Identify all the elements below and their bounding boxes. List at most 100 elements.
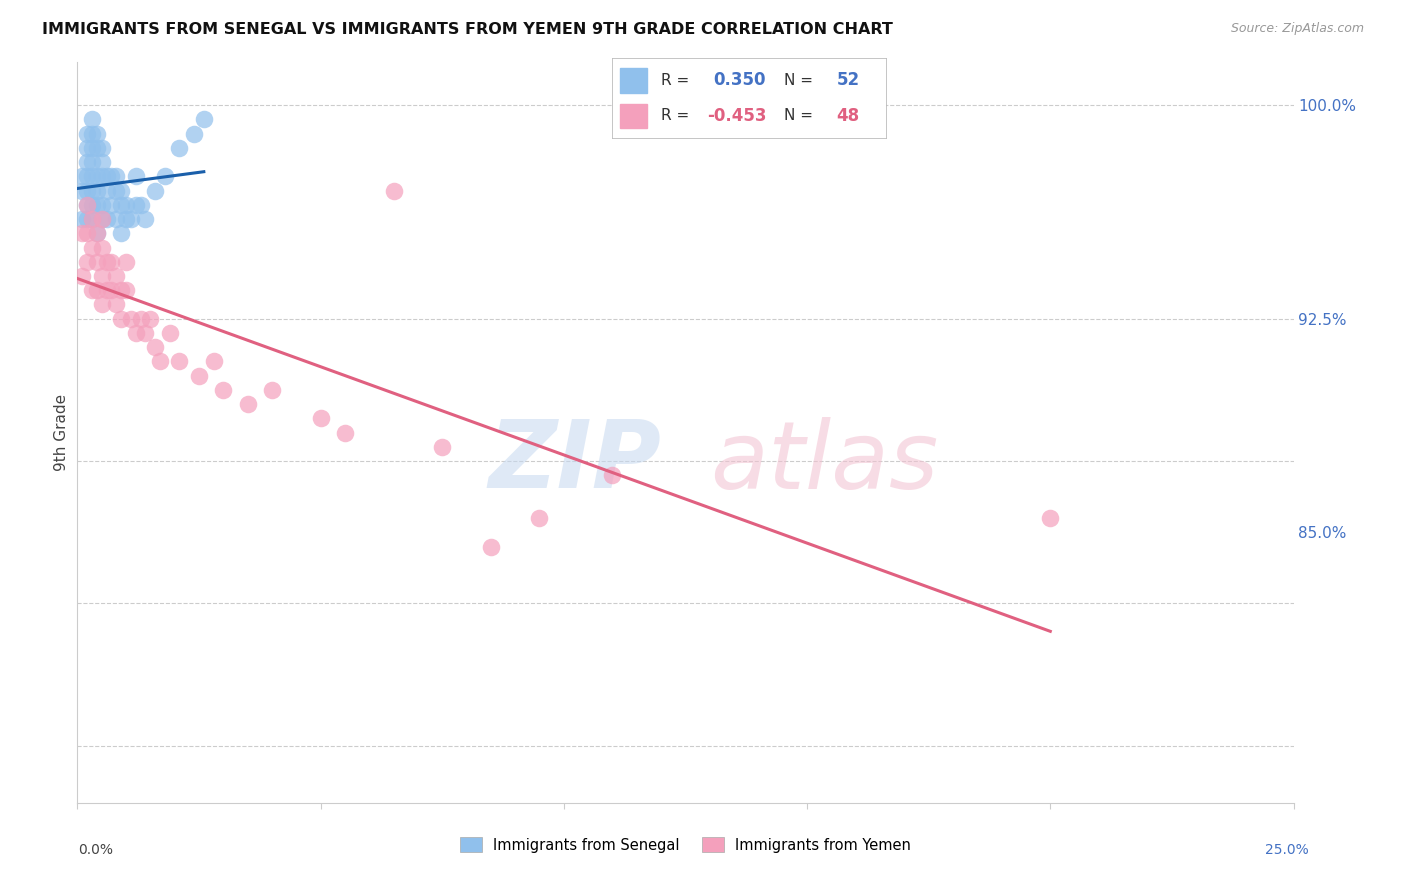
Point (96, 283, 118, 297)
Point (236, 397, 259, 411)
Point (96, 184, 118, 198)
Point (76, 169, 98, 184)
Point (70, 212, 93, 227)
Point (110, 311, 132, 326)
Point (90, 268, 112, 283)
Point (134, 326, 156, 340)
Y-axis label: 9th Grade: 9th Grade (53, 394, 69, 471)
Point (80, 198, 103, 212)
Point (90, 155, 112, 169)
Point (105, 268, 128, 283)
Point (86, 169, 108, 184)
Point (120, 212, 142, 227)
Point (110, 227, 132, 241)
Point (100, 169, 122, 184)
Point (96, 254, 118, 268)
Text: atlas: atlas (710, 417, 938, 508)
Point (115, 198, 138, 212)
Point (309, 411, 332, 425)
Point (115, 283, 138, 297)
Point (90, 198, 112, 212)
Point (100, 254, 122, 268)
Bar (620, 69, 647, 93)
Point (143, 184, 166, 198)
Point (153, 169, 176, 184)
Bar (620, 103, 647, 128)
Point (90, 141, 112, 155)
Point (110, 198, 132, 212)
Point (169, 354, 191, 368)
Point (70, 169, 93, 184)
Point (76, 155, 98, 169)
Point (115, 254, 138, 268)
Point (86, 283, 108, 297)
Text: N =: N = (785, 73, 813, 88)
Text: Source: ZipAtlas.com: Source: ZipAtlas.com (1230, 22, 1364, 36)
Point (602, 468, 624, 483)
Point (76, 227, 98, 241)
Point (90, 212, 112, 227)
Point (80, 283, 103, 297)
Text: 48: 48 (837, 107, 859, 125)
Point (76, 184, 98, 198)
Point (86, 198, 108, 212)
Point (105, 297, 128, 311)
Point (125, 326, 148, 340)
Point (80, 155, 103, 169)
Point (100, 283, 122, 297)
Point (86, 141, 108, 155)
Point (90, 169, 112, 184)
Point (86, 127, 108, 141)
Text: ZIP: ZIP (488, 417, 661, 508)
Point (76, 127, 98, 141)
Point (260, 383, 283, 397)
Point (90, 297, 112, 311)
Point (193, 112, 215, 127)
Point (80, 184, 103, 198)
Point (76, 212, 98, 227)
Point (86, 227, 108, 241)
Text: 0.350: 0.350 (713, 71, 765, 89)
Point (76, 198, 98, 212)
Point (70, 184, 93, 198)
Point (80, 241, 103, 255)
Point (169, 141, 191, 155)
Point (188, 368, 211, 383)
Point (120, 311, 142, 326)
Point (90, 212, 112, 227)
Point (76, 254, 98, 268)
Text: -0.453: -0.453 (707, 107, 768, 125)
Point (105, 169, 128, 184)
Legend: Immigrants from Senegal, Immigrants from Yemen: Immigrants from Senegal, Immigrants from… (454, 831, 917, 858)
Point (430, 440, 453, 454)
Text: 25.0%: 25.0% (1264, 843, 1309, 857)
Point (110, 184, 132, 198)
Point (80, 112, 103, 127)
Point (100, 198, 122, 212)
Point (115, 212, 138, 227)
Point (125, 169, 148, 184)
Point (129, 311, 152, 326)
Text: R =: R = (661, 73, 689, 88)
Point (134, 212, 156, 227)
Text: 0.0%: 0.0% (79, 843, 112, 857)
Point (80, 169, 103, 184)
Point (86, 227, 108, 241)
Point (382, 184, 405, 198)
Point (479, 540, 502, 554)
Text: N =: N = (785, 108, 813, 123)
Point (76, 141, 98, 155)
Point (159, 326, 181, 340)
Point (333, 425, 356, 440)
Point (80, 141, 103, 155)
Text: R =: R = (661, 108, 689, 123)
Point (80, 212, 103, 227)
Point (1039, 511, 1062, 525)
Point (529, 511, 551, 525)
Point (129, 198, 152, 212)
Point (80, 212, 103, 227)
Point (212, 383, 235, 397)
Point (76, 198, 98, 212)
Point (139, 311, 162, 326)
Point (96, 212, 118, 227)
